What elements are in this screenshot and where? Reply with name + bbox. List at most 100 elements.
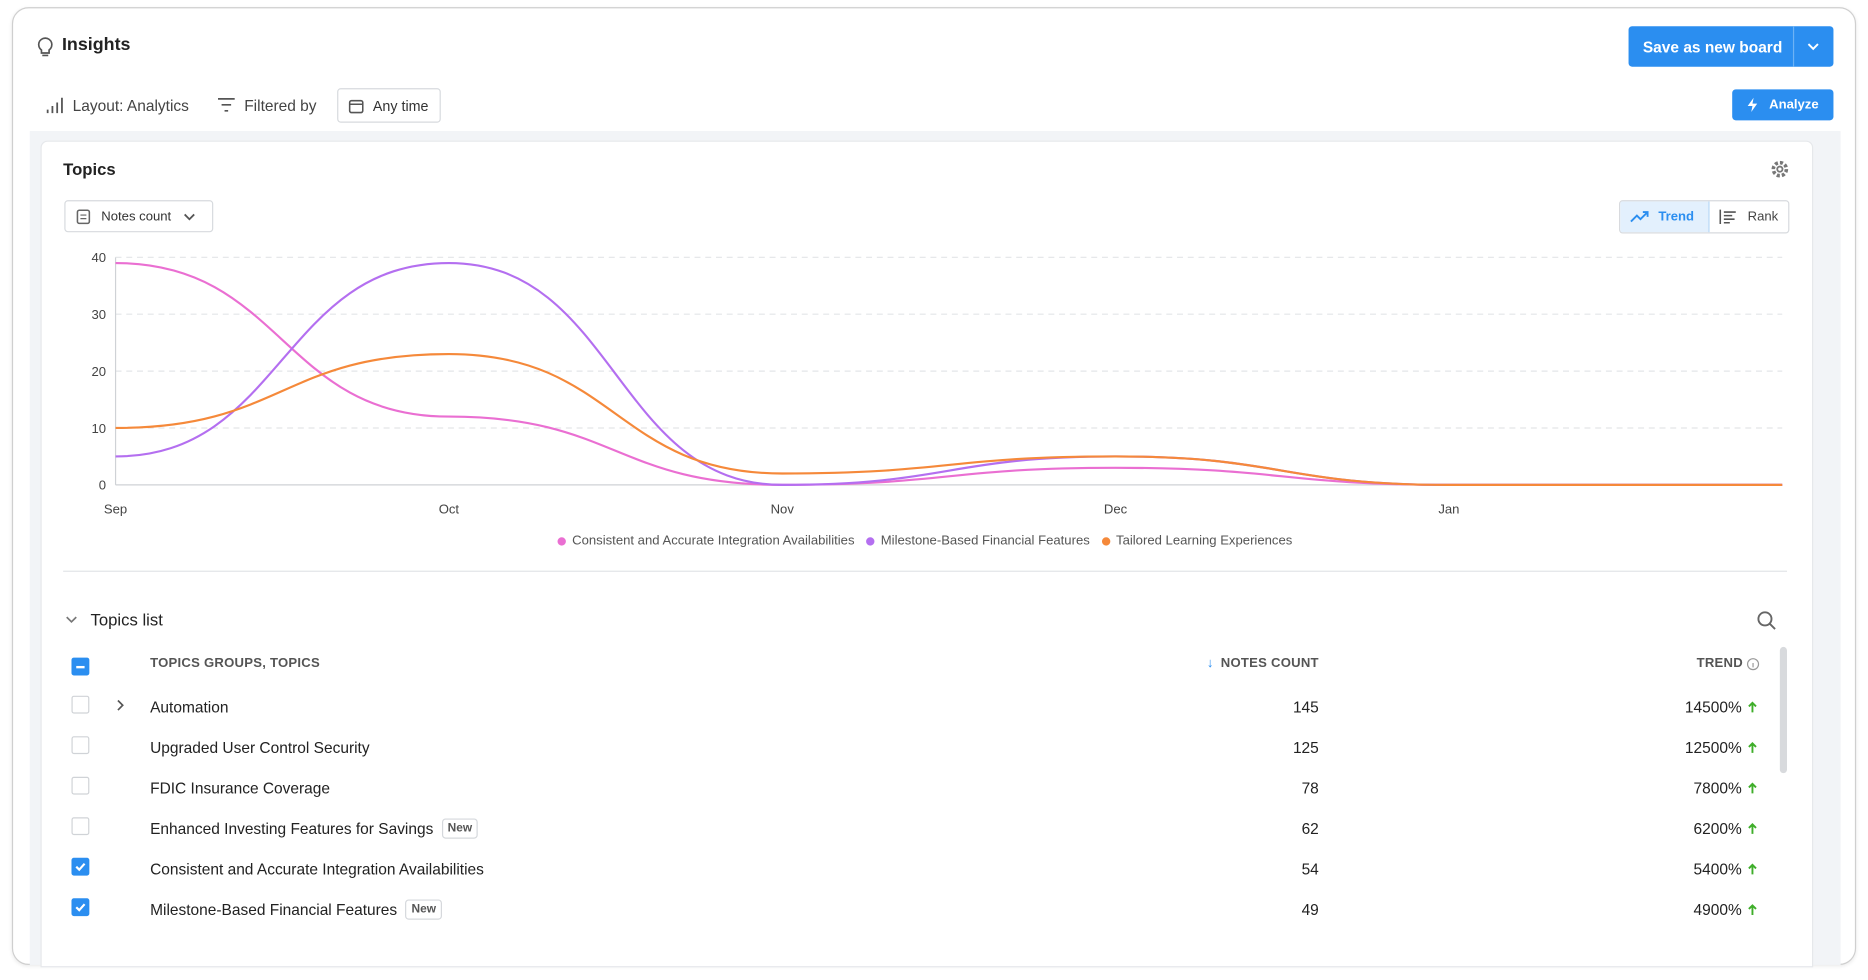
analyze-label: Analyze bbox=[1769, 97, 1819, 112]
rank-icon bbox=[1719, 209, 1736, 224]
time-label: Any time bbox=[372, 97, 429, 114]
metric-select[interactable]: Notes count bbox=[64, 200, 214, 233]
legend-label: Consistent and Accurate Integration Avai… bbox=[572, 533, 855, 549]
time-filter[interactable]: Any time bbox=[337, 88, 441, 123]
check-mark bbox=[75, 862, 86, 872]
save-board-button[interactable]: Save as new board bbox=[1628, 26, 1834, 67]
view-button[interactable]: Trend bbox=[1620, 201, 1710, 233]
analyze-button[interactable]: Analyze bbox=[1732, 89, 1834, 121]
row-checkbox[interactable] bbox=[71, 736, 90, 755]
metric-label: Notes count bbox=[101, 209, 172, 224]
layout-label[interactable]: Layout: Analytics bbox=[72, 96, 189, 115]
trend-cell: 14500% bbox=[1549, 698, 1759, 716]
y-tick-label: 40 bbox=[91, 250, 106, 265]
series-line bbox=[115, 352, 1783, 486]
select-all-checkbox[interactable] bbox=[71, 657, 90, 676]
check-path bbox=[75, 862, 86, 872]
bolt-icon bbox=[1747, 97, 1758, 112]
collapse-icon[interactable] bbox=[64, 612, 78, 626]
arrow-path bbox=[1748, 823, 1757, 834]
topic-text: Upgraded User Control Security bbox=[150, 738, 370, 756]
legend-label: Milestone-Based Financial Features bbox=[880, 533, 1090, 549]
column-header-text: NOTES COUNT bbox=[1220, 656, 1319, 671]
topic-name: Automation bbox=[150, 696, 228, 717]
check-path bbox=[75, 903, 86, 912]
y-tick-label: 20 bbox=[91, 364, 106, 379]
row-checkbox[interactable] bbox=[71, 776, 90, 795]
column-header: TREND bbox=[1506, 656, 1760, 671]
arrow-path bbox=[1748, 904, 1757, 915]
topic-name: FDIC Insurance Coverage bbox=[150, 777, 330, 798]
topic-text: Enhanced Investing Features for Savings bbox=[150, 819, 434, 837]
y-tick-label: 10 bbox=[91, 421, 106, 436]
row-checkbox[interactable] bbox=[71, 857, 90, 876]
legend-item[interactable]: Consistent and Accurate Integration Avai… bbox=[557, 533, 855, 549]
trend-chart: 0 10 20 30 40 Sep Oct Nov Dec Jan bbox=[91, 250, 1783, 516]
notes-count: 145 bbox=[1292, 698, 1319, 716]
series-line bbox=[115, 261, 1783, 486]
trend-value: 14500% bbox=[1684, 698, 1742, 716]
calendar-icon bbox=[348, 99, 364, 113]
legend-item[interactable]: Milestone-Based Financial Features bbox=[866, 533, 1090, 549]
row-checkbox[interactable] bbox=[71, 817, 90, 836]
divider bbox=[63, 570, 1787, 572]
view-label: Rank bbox=[1747, 209, 1779, 224]
trend-cell: 6200% bbox=[1549, 820, 1759, 838]
trend-value: 5400% bbox=[1693, 860, 1742, 879]
trend-up-icon bbox=[1748, 904, 1757, 915]
new-badge: New bbox=[405, 898, 442, 920]
trend-up-icon bbox=[1748, 701, 1757, 713]
topic-name: Enhanced Investing Features for Savings N… bbox=[150, 817, 479, 839]
topic-text: FDIC Insurance Coverage bbox=[150, 778, 331, 797]
row-checkbox[interactable] bbox=[71, 695, 90, 714]
view-toggle: Trend Rank bbox=[1619, 200, 1790, 234]
legend: Consistent and Accurate Integration Avai… bbox=[63, 534, 1787, 548]
column-header: TOPICS GROUPS, TOPICS bbox=[150, 656, 320, 671]
legend-label: Tailored Learning Experiences bbox=[1116, 533, 1293, 549]
topics-panel bbox=[40, 140, 1814, 968]
topic-text: Consistent and Accurate Integration Avai… bbox=[150, 859, 484, 878]
trend-value: 6200% bbox=[1693, 819, 1742, 838]
column-header-text: TREND bbox=[1696, 656, 1743, 671]
legend-item[interactable]: Tailored Learning Experiences bbox=[1101, 533, 1293, 549]
notes-count: 125 bbox=[1292, 738, 1319, 757]
settings-icon[interactable] bbox=[1769, 158, 1790, 179]
filter-label[interactable]: Filtered by bbox=[244, 96, 317, 115]
filter-icon bbox=[218, 98, 235, 112]
search-icon[interactable] bbox=[1756, 610, 1777, 631]
notes-count: 62 bbox=[1301, 819, 1319, 838]
series-line bbox=[115, 261, 1783, 486]
row-checkbox[interactable] bbox=[71, 898, 90, 917]
expand-icon[interactable] bbox=[114, 698, 126, 712]
trend-value: 4900% bbox=[1693, 900, 1742, 919]
column-header[interactable]: ↓ NOTES COUNT bbox=[1206, 656, 1319, 671]
panel-title: Topics bbox=[63, 159, 116, 179]
arrow-path bbox=[1748, 863, 1757, 875]
new-badge: New bbox=[441, 817, 479, 839]
topic-text: Milestone-Based Financial Features bbox=[150, 900, 398, 918]
x-tick-label: Oct bbox=[439, 501, 460, 516]
trend-value: 12500% bbox=[1684, 738, 1742, 757]
notes-count: 78 bbox=[1301, 779, 1319, 797]
trend-cell: 7800% bbox=[1549, 779, 1759, 797]
x-tick-label: Nov bbox=[771, 501, 795, 516]
y-tick-label: 0 bbox=[99, 478, 106, 493]
trend-cell: 12500% bbox=[1549, 738, 1759, 757]
topic-name: Upgraded User Control Security bbox=[150, 736, 370, 757]
notes-icon bbox=[76, 208, 91, 224]
legend-dot bbox=[1101, 536, 1111, 546]
layout-icon bbox=[46, 97, 63, 114]
view-button[interactable]: Rank bbox=[1710, 201, 1789, 232]
trend-up-icon bbox=[1748, 823, 1757, 834]
y-tick-label: 30 bbox=[91, 307, 106, 322]
arrow-path bbox=[1748, 742, 1757, 753]
arrow-path bbox=[1748, 701, 1757, 713]
trend-cell: 4900% bbox=[1549, 901, 1759, 919]
x-tick-label: Dec bbox=[1104, 501, 1128, 516]
page-title: Insights bbox=[61, 34, 131, 55]
info-icon bbox=[1746, 657, 1760, 670]
view-icon bbox=[1719, 209, 1736, 224]
trend-up-icon bbox=[1748, 742, 1757, 753]
legend-dot bbox=[557, 536, 567, 546]
